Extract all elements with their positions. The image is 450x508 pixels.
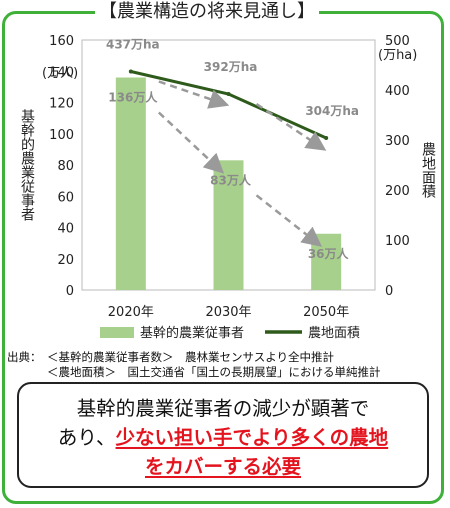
bar-data-label: 136万人 xyxy=(108,90,158,105)
y-left-unit: (万人) xyxy=(42,66,78,81)
x-tick-label: 2020年 xyxy=(108,305,154,320)
message-box: 基幹的農業従事者の減少が顕著で あり、少ない担い手でより多くの農地 をカバーする… xyxy=(17,382,429,488)
bar-2020年 xyxy=(115,77,146,290)
bar-2030年 xyxy=(213,160,244,290)
message-line-1: 基幹的農業従事者の減少が顕著で xyxy=(76,397,370,420)
bar-trend-arrow xyxy=(255,194,323,247)
line-data-label: 437万ha xyxy=(106,38,160,52)
source-line-1: ＜基幹的農業従事者数＞ 農林業センサスより全中推計 xyxy=(47,350,335,364)
y-right-unit: (万ha) xyxy=(378,48,417,63)
line-point-2030年 xyxy=(226,92,231,96)
line-data-label: 392万ha xyxy=(204,60,258,74)
bar-data-label: 36万人 xyxy=(308,246,350,261)
message-line-2-plain: あり、 xyxy=(57,426,116,449)
y-left-tick-label: 20 xyxy=(57,253,74,268)
y-right-tick-label: 200 xyxy=(385,184,410,199)
line-point-2050年 xyxy=(324,136,329,140)
y-left-tick-label: 80 xyxy=(57,159,74,174)
chart: 0 20 40 60 80 100 120 140 160 0 100 200 300 400 500 (万人… xyxy=(19,34,436,341)
y-left-tick-label: 40 xyxy=(57,222,74,237)
message-line-3-emphasis: をカバーする必要 xyxy=(144,455,301,478)
bar-trend-arrow xyxy=(157,111,225,174)
x-tick-label: 2030年 xyxy=(205,305,251,320)
y-right-tick-label: 300 xyxy=(385,134,410,149)
y-right-tick-label: 400 xyxy=(385,84,410,99)
y-right-axis-title: 農地面積 xyxy=(420,142,436,199)
line-data-label: 304万ha xyxy=(305,104,359,118)
y-left-tick-label: 0 xyxy=(66,284,74,299)
y-left-tick-label: 120 xyxy=(49,97,74,112)
y-right-tick-label: 500 xyxy=(385,34,410,49)
x-tick-label: 2050年 xyxy=(303,305,349,320)
y-left-tick-label: 160 xyxy=(49,34,74,49)
y-right-tick-label: 100 xyxy=(385,234,410,249)
message-line-2-emphasis: 少ない担い手でより多くの農地 xyxy=(115,426,389,449)
page-title: 【農業構造の将来見通し】 xyxy=(95,0,319,24)
y-left-axis-title: 基幹的農業従事者 xyxy=(19,108,35,221)
source-label: 出典： xyxy=(7,350,42,364)
y-right-tick-label: 0 xyxy=(385,284,393,299)
legend-swatch-bar xyxy=(100,327,134,338)
y-left-tick-label: 100 xyxy=(49,128,74,143)
line-point-2020年 xyxy=(128,69,133,74)
legend-label-line: 農地面積 xyxy=(308,326,360,341)
legend-label-bar: 基幹的農業従事者 xyxy=(140,325,244,341)
bar-data-label: 83万人 xyxy=(210,172,252,187)
y-left-tick-label: 60 xyxy=(57,190,74,205)
y-left-tick-label: 140 xyxy=(49,65,74,80)
source-line-2: ＜農地面積＞ 国土交通省「国土の長期展望」における単純推計 xyxy=(47,365,381,379)
line-trend-arrow xyxy=(255,102,327,151)
